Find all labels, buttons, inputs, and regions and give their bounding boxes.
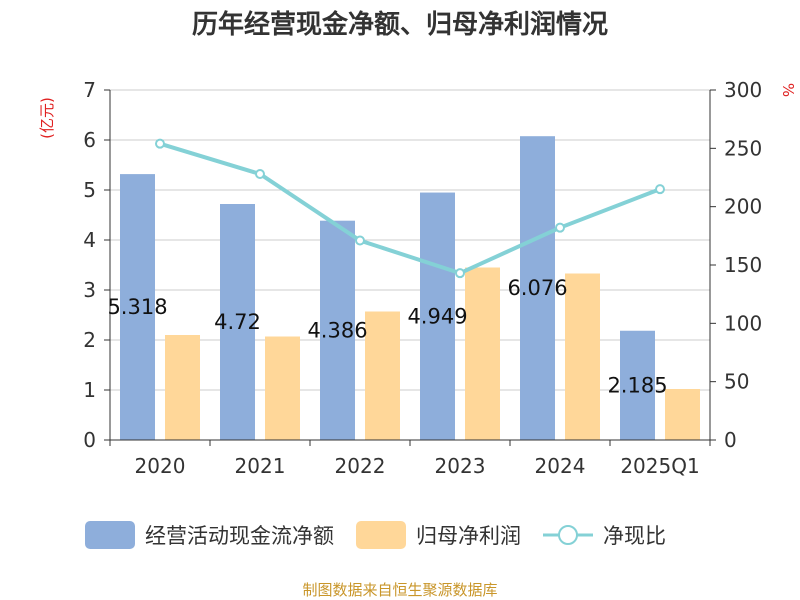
- legend: 经营活动现金流净额 归母净利润 净现比: [85, 521, 666, 549]
- cashflow-data-label: 5.318: [107, 295, 167, 319]
- ratio-point: [255, 169, 265, 179]
- right-tick-label: 150: [724, 253, 762, 277]
- right-tick-label: 50: [724, 370, 749, 394]
- cashflow-data-label: 4.72: [214, 310, 261, 334]
- left-tick-label: 0: [83, 428, 96, 452]
- cashflow-bar: [620, 330, 655, 440]
- data-labels: 5.318 4.72 4.386 4.949 6.076 2.185: [107, 276, 667, 397]
- cashflow-bar: [120, 174, 155, 440]
- x-tick-label: 2020: [135, 454, 186, 478]
- right-tick-label: 0: [724, 428, 737, 452]
- ratio-point: [555, 222, 565, 233]
- ratio-line-path: [159, 141, 661, 276]
- x-tick-label: 2021: [235, 454, 286, 478]
- left-tick-label: 7: [83, 78, 96, 102]
- ratio-point: [655, 184, 665, 195]
- right-tick-label: 250: [724, 136, 762, 160]
- ratio-point: [155, 138, 165, 149]
- legend-label: 净现比: [603, 524, 666, 548]
- cashflow-bar: [320, 220, 355, 440]
- gridlines: [110, 89, 710, 391]
- right-axis-unit: %: [779, 83, 797, 97]
- left-axis-unit: (亿元): [38, 97, 56, 139]
- netprofit-bar: [665, 389, 700, 440]
- cashflow-bar: [220, 204, 255, 440]
- x-tick-label: 2023: [435, 454, 486, 478]
- ratio-point: [355, 235, 365, 246]
- ratio-point: [455, 268, 465, 279]
- legend-swatch: [85, 521, 135, 549]
- chart-title: 历年经营现金净额、归母净利润情况: [192, 9, 608, 40]
- right-tick-label: 300: [724, 78, 762, 102]
- cashflow-data-label: 4.949: [407, 304, 467, 328]
- netprofit-bar: [565, 273, 600, 440]
- legend-label: 归母净利润: [416, 524, 521, 548]
- x-tick-label: 2025Q1: [620, 454, 699, 478]
- cashflow-bar: [420, 192, 455, 440]
- cashflow-bar: [520, 136, 555, 440]
- left-tick-label: 3: [83, 278, 96, 302]
- left-tick-label: 2: [83, 328, 96, 352]
- netprofit-bar: [365, 311, 400, 440]
- cashflow-data-label: 2.185: [607, 373, 667, 397]
- right-tick-label: 100: [724, 311, 762, 335]
- left-tick-label: 1: [83, 378, 96, 402]
- legend-swatch: [356, 521, 406, 549]
- left-tick-label: 5: [83, 178, 96, 202]
- right-tick-label: 200: [724, 195, 762, 219]
- axes: 0 1 2 3 4 5 6 7 0 50 100 150 200 250 300 2020 2021 2022 20…: [83, 78, 762, 478]
- bars: [120, 136, 700, 440]
- left-tick-label: 6: [83, 128, 96, 152]
- legend-point-swatch: [558, 525, 578, 545]
- left-tick-label: 4: [83, 228, 96, 252]
- netprofit-bar: [165, 335, 200, 440]
- x-tick-label: 2022: [335, 454, 386, 478]
- source-note: 制图数据来自恒生聚源数据库: [302, 581, 497, 599]
- cashflow-data-label: 4.386: [307, 318, 367, 342]
- ratio-line: [155, 138, 665, 279]
- netprofit-bar: [265, 336, 300, 440]
- x-tick-label: 2024: [535, 454, 586, 478]
- cashflow-data-label: 6.076: [507, 276, 567, 300]
- legend-label: 经营活动现金流净额: [145, 524, 334, 548]
- netprofit-bar: [465, 267, 500, 440]
